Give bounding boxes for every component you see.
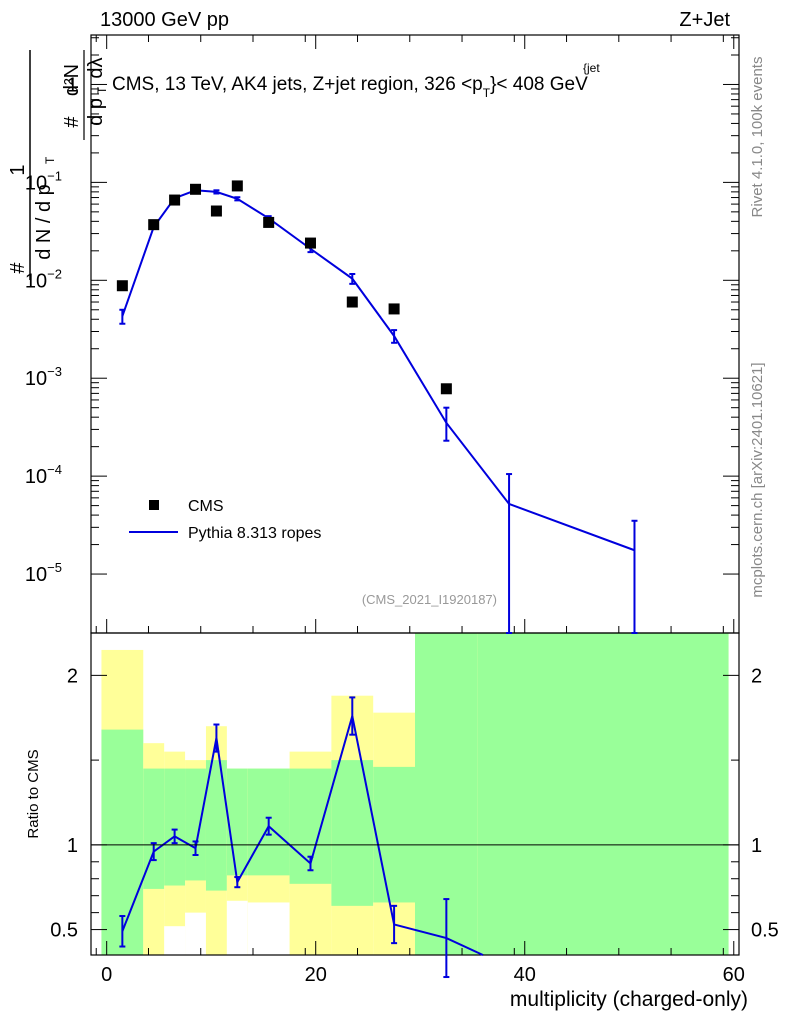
ratio-y-tick-label-right: 2 [751, 665, 762, 687]
plot-title: CMS, 13 TeV, AK4 jets, Z+jet region, 326… [112, 74, 588, 100]
band-inner-bin [477, 633, 729, 955]
y-tick-label: 1 [67, 74, 78, 96]
x-tick-label: 20 [305, 964, 327, 986]
ratio-y-tick-label-right: 0.5 [751, 920, 779, 942]
band-inner-bin [164, 768, 186, 886]
band-gap-bin [247, 902, 290, 955]
ylabel-dlambda: dλ [85, 57, 107, 78]
cms-data-point [210, 205, 222, 217]
ratio-y-tick-label: 0.5 [50, 920, 78, 942]
ratio-line [121, 715, 484, 956]
band-inner-bin [373, 766, 415, 903]
band-inner-bin [331, 760, 374, 906]
mcplots-note: mcplots.cern.ch [arXiv:2401.10621] [749, 362, 766, 597]
ylabel-d2N: d²N [61, 64, 83, 96]
cms-data-series [116, 180, 452, 395]
y-tick-label: 10−3 [25, 364, 62, 390]
cms-data-point [263, 216, 275, 228]
band-inner-bin [205, 760, 227, 891]
plot-title-superscript: {jet [583, 61, 600, 75]
x-tick-label: 60 [723, 964, 745, 986]
rivet-version-note: Rivet 4.1.0, 100k events [749, 57, 766, 218]
y-tick-label: 10−4 [25, 462, 62, 488]
band-inner-bin [226, 768, 248, 876]
ylabel-hash-2: # [61, 116, 83, 128]
ylabel-T-sub-1: T [43, 156, 57, 164]
ylabel-hash: # [7, 262, 29, 274]
y-tick-label: 10−5 [25, 560, 62, 586]
cms-data-point [346, 296, 358, 308]
y-axis-label: # 1 d N / d p T # d²N d p T dλ [7, 50, 109, 280]
x-axis-label: multiplicity (charged-only) [510, 988, 748, 1011]
mc-series [119, 187, 638, 634]
ylabel-dpt: d p [85, 98, 107, 126]
cms-data-point [148, 219, 160, 231]
band-inner-bin [143, 768, 165, 889]
header-left: 13000 GeV pp [100, 9, 229, 31]
band-gap-bin [226, 900, 248, 955]
mc-line [121, 189, 635, 552]
cms-data-point [116, 280, 128, 292]
ylabel-one: 1 [7, 164, 29, 175]
legend-data-label: CMS [188, 498, 224, 515]
ratio-frame [90, 632, 740, 956]
band-gap-bin [185, 912, 206, 955]
cms-data-point [440, 383, 452, 395]
cms-data-point [169, 194, 181, 206]
analysis-id: (CMS_2021_I1920187) [362, 592, 497, 607]
ylabel-dN-dpt: d N / d p [33, 184, 55, 260]
cms-data-point [304, 237, 316, 249]
band-inner-bin [185, 768, 206, 881]
main-frame [90, 34, 740, 634]
header-right: Z+Jet [679, 9, 730, 31]
legend-mc-label: Pythia 8.313 ropes [188, 525, 321, 542]
ratio-y-tick-label: 1 [67, 835, 78, 857]
band-gap-bin [164, 926, 186, 955]
cms-data-point [190, 183, 202, 195]
ratio-y-label: Ratio to CMS [25, 749, 42, 838]
ratio-y-tick-label: 2 [67, 665, 78, 687]
ratio-y-tick-label-right: 1 [751, 835, 762, 857]
ylabel-T-sub-2: T [95, 86, 109, 94]
x-tick-label: 0 [101, 964, 112, 986]
ratio-uncertainty-bands [101, 633, 729, 955]
ratio-series [119, 696, 484, 979]
legend-data-marker [149, 500, 159, 510]
x-tick-label: 40 [514, 964, 536, 986]
cms-data-point [388, 303, 400, 315]
cms-data-point [231, 180, 243, 192]
